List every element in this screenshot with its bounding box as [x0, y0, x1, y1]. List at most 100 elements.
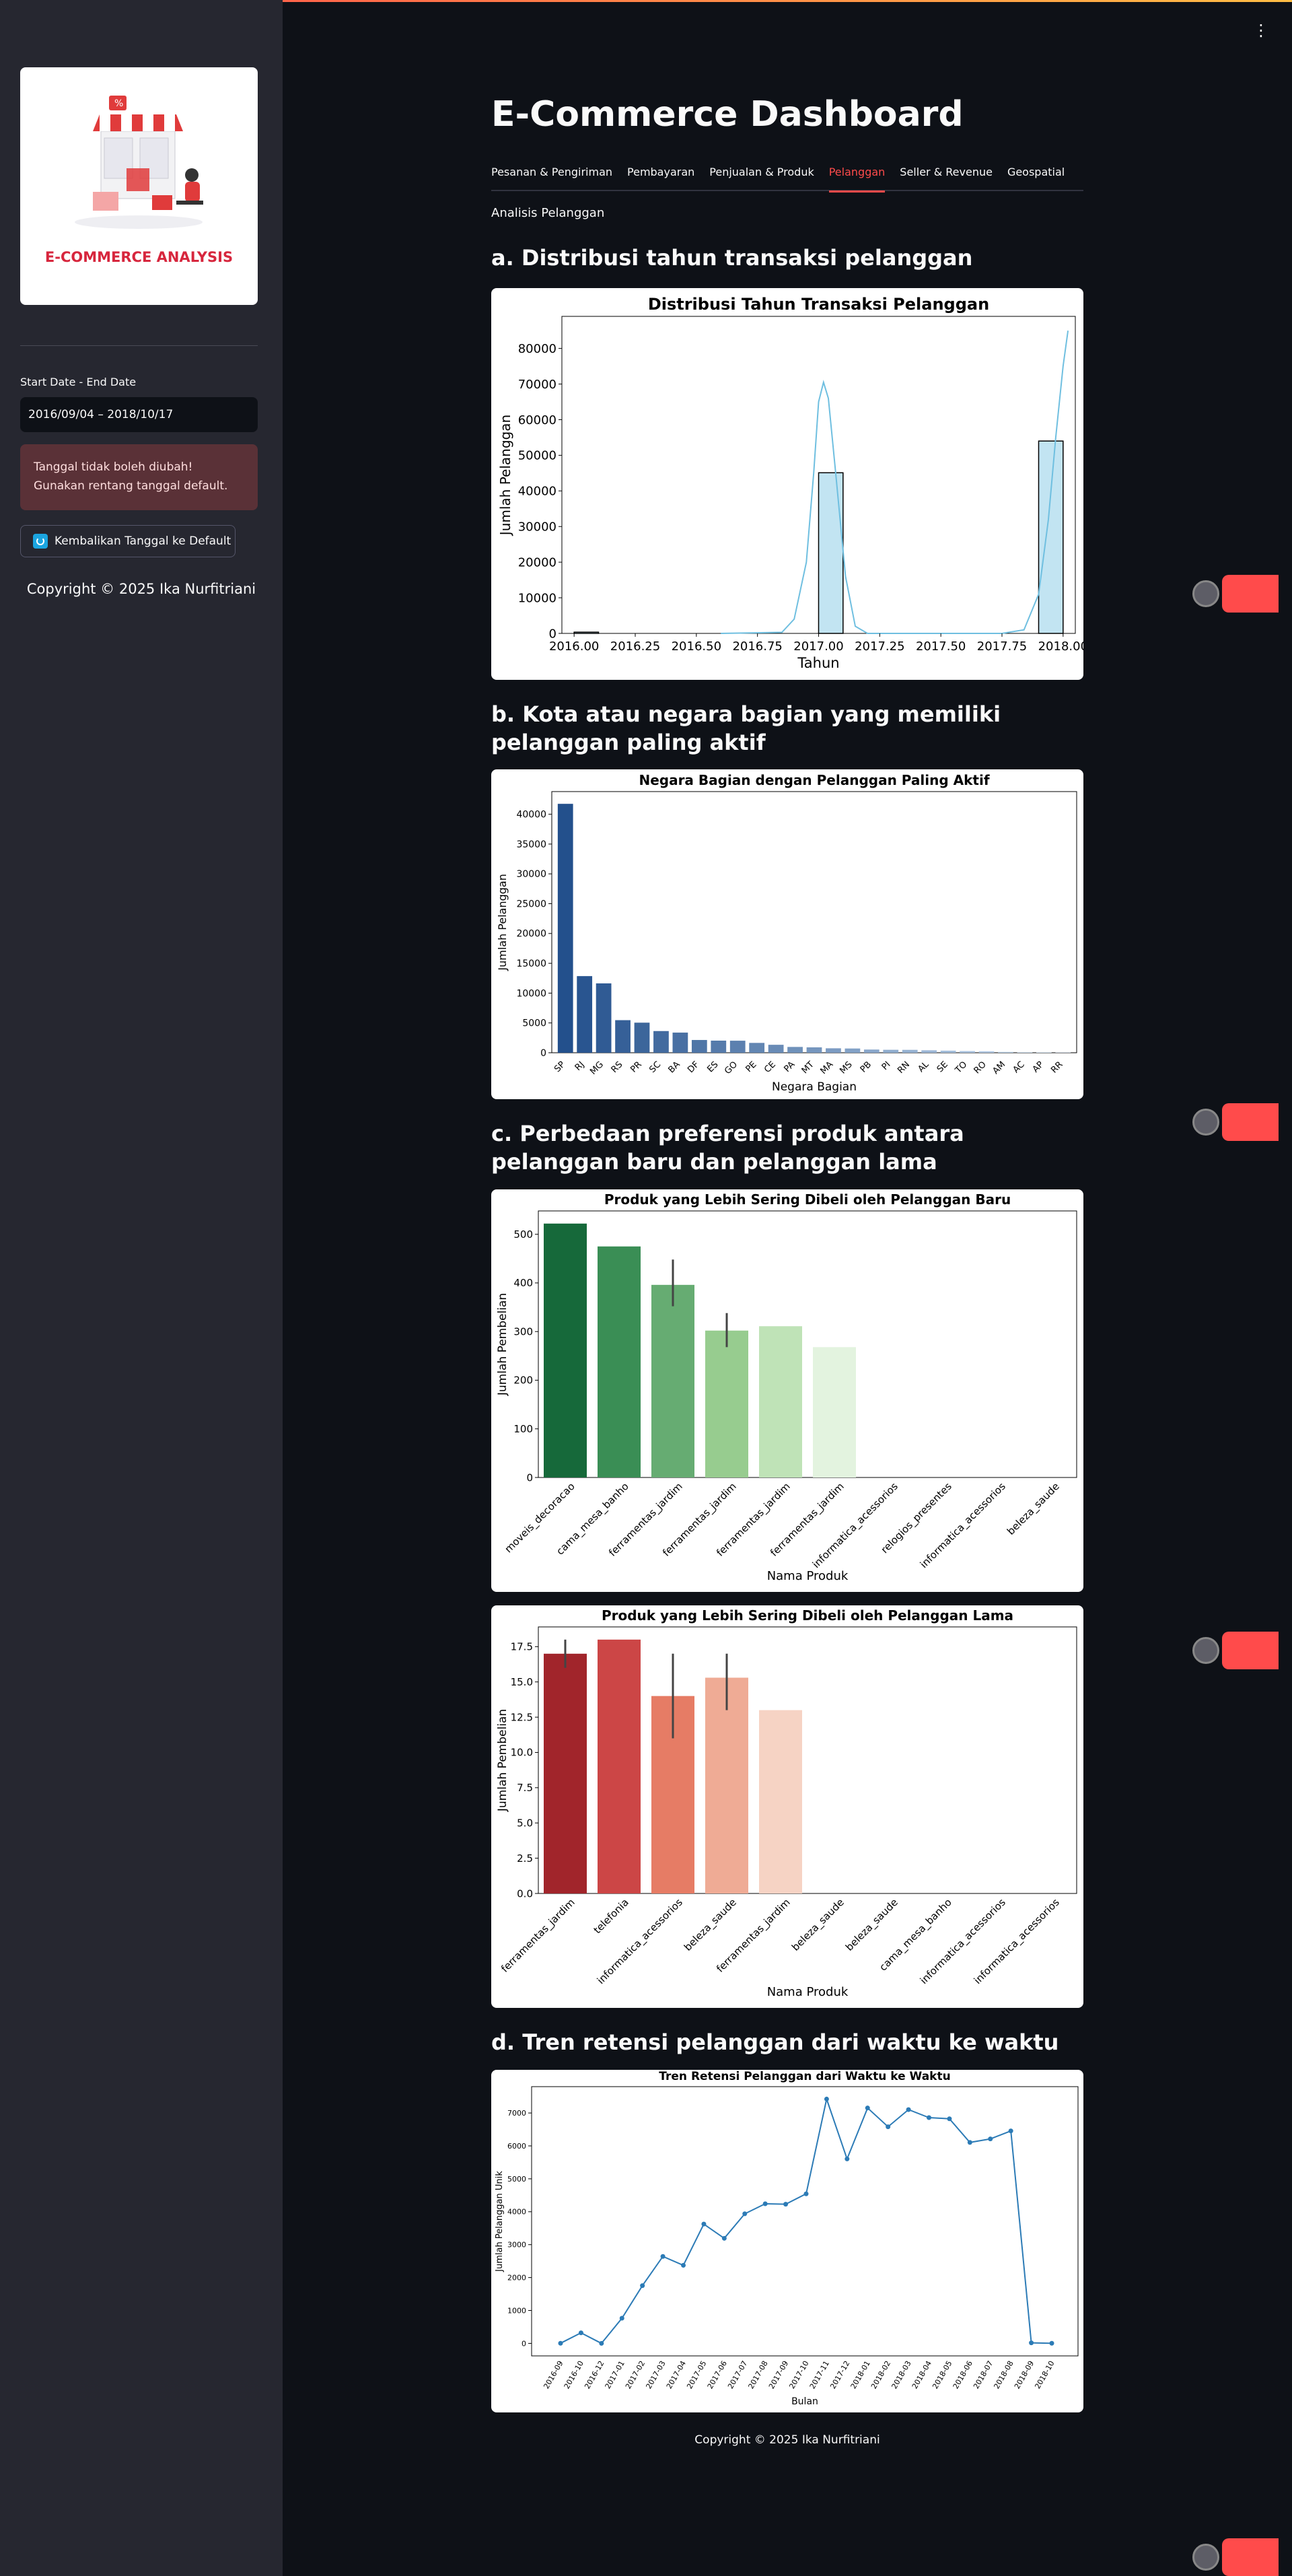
y-tick-label: 500 [513, 1228, 533, 1241]
product-bar [705, 1677, 748, 1893]
reset-date-button-label: Kembalikan Tanggal ke Default [55, 534, 231, 548]
top-decoration-bar [0, 0, 1292, 2]
chart-title: Distribusi Tahun Transaksi Pelanggan [648, 295, 989, 314]
x-tick-label: 2018-01 [849, 2359, 872, 2390]
y-tick-label: 20000 [518, 555, 557, 569]
y-tick-label: 15.0 [511, 1676, 533, 1688]
kde-line [721, 330, 1069, 634]
product-bar [759, 1710, 802, 1893]
floating-widget[interactable] [1192, 575, 1279, 613]
avatar[interactable] [1192, 1637, 1219, 1664]
floating-widget[interactable] [1192, 1103, 1279, 1141]
y-tick-label: 5000 [522, 1018, 546, 1029]
y-tick-label: 25000 [516, 899, 546, 909]
x-tick-label: MS [838, 1059, 854, 1076]
retention-line [560, 2096, 1052, 2344]
tab-subheader: Analisis Pelanggan [491, 206, 605, 220]
x-tick-label: 2018.00 [1038, 639, 1083, 654]
svg-text:%: % [114, 98, 123, 109]
y-tick-label: 60000 [518, 413, 557, 427]
plot-frame [531, 2086, 1079, 2357]
tab-pembayaran[interactable]: Pembayaran [627, 166, 695, 178]
histogram-bar [818, 472, 844, 634]
x-tick-label: PI [880, 1059, 893, 1072]
x-tick-label: GO [723, 1059, 740, 1076]
floating-widget[interactable] [1192, 2538, 1279, 2576]
x-tick-label: 2017-10 [787, 2359, 810, 2390]
tab-geospatial[interactable]: Geospatial [1007, 166, 1065, 178]
y-tick-label: 6000 [507, 2142, 526, 2151]
retention-point [927, 2115, 931, 2120]
crown-icon[interactable] [1222, 2538, 1279, 2576]
avatar[interactable] [1192, 1109, 1219, 1136]
retention-point [824, 2096, 829, 2101]
y-axis-label: Jumlah Pembelian [496, 1293, 509, 1396]
tab-seller[interactable]: Seller & Revenue [900, 166, 993, 178]
x-tick-label: ferramentas_jardim [499, 1896, 577, 1975]
x-tick-label: AL [916, 1059, 931, 1075]
state-bar [615, 1020, 631, 1053]
x-tick-label: RJ [573, 1059, 587, 1073]
y-tick-label: 10.0 [511, 1747, 533, 1759]
x-tick-label: RN [896, 1059, 912, 1076]
logo-card: % E-COMMERCE ANALYSIS [20, 67, 258, 305]
y-tick-label: 30000 [518, 520, 557, 534]
retention-point [701, 2221, 707, 2227]
x-tick-label: RR [1049, 1059, 1065, 1075]
x-tick-label: PR [629, 1059, 644, 1075]
retention-point [599, 2340, 604, 2346]
chart-title: Negara Bagian dengan Pelanggan Paling Ak… [639, 772, 989, 788]
state-bar [806, 1047, 822, 1053]
tab-pesanan[interactable]: Pesanan & Pengiriman [491, 166, 613, 178]
x-tick-label: DF [686, 1059, 701, 1075]
x-tick-label: ES [705, 1059, 720, 1074]
x-tick-label: 2017-01 [604, 2359, 626, 2390]
avatar[interactable] [1192, 2544, 1219, 2571]
x-axis-label: Nama Produk [767, 1569, 849, 1583]
x-tick-label: SC [647, 1059, 663, 1075]
y-tick-label: 20000 [516, 929, 546, 940]
x-tick-label: 2018-09 [1013, 2359, 1036, 2390]
y-axis-label: Jumlah Pembelian [496, 1709, 509, 1812]
y-tick-label: 2.5 [517, 1852, 533, 1865]
x-tick-label: SP [552, 1059, 567, 1074]
date-range-input[interactable]: 2016/09/04 – 2018/10/17 [20, 397, 258, 432]
y-axis-label: Jumlah Pelanggan [497, 415, 513, 536]
retention-point [1008, 2128, 1013, 2134]
x-tick-label: 2017-04 [665, 2359, 688, 2390]
y-tick-label: 50000 [518, 449, 557, 463]
chart-card-new: Produk yang Lebih Sering Dibeli oleh Pel… [491, 1189, 1083, 1592]
x-tick-label: AP [1031, 1059, 1046, 1075]
avatar[interactable] [1192, 580, 1219, 607]
product-bar [544, 1653, 587, 1893]
state-bar [902, 1049, 918, 1053]
tab-penjualan[interactable]: Penjualan & Produk [709, 166, 814, 178]
x-tick-label: 2018-04 [910, 2359, 933, 2390]
y-tick-label: 5.0 [517, 1817, 533, 1829]
main-menu-icon[interactable]: ⋮ [1253, 21, 1269, 40]
crown-icon[interactable] [1222, 575, 1279, 613]
chart-old: Produk yang Lebih Sering Dibeli oleh Pel… [496, 1607, 1077, 1999]
y-tick-label: 12.5 [511, 1711, 533, 1723]
x-tick-label: beleza_saude [682, 1896, 740, 1954]
warning-alert: Tanggal tidak boleh diubah! Gunakan rent… [20, 444, 258, 510]
state-bar [749, 1043, 765, 1053]
x-tick-label: 2018-08 [993, 2359, 1015, 2390]
reset-date-button[interactable]: Kembalikan Tanggal ke Default [20, 525, 236, 557]
tab-pelanggan[interactable]: Pelanggan [828, 160, 885, 193]
x-tick-label: 2018-02 [869, 2359, 892, 2390]
retention-point [742, 2211, 748, 2217]
y-tick-label: 30000 [516, 869, 546, 880]
crown-icon[interactable] [1222, 1103, 1279, 1141]
retention-point [906, 2107, 911, 2112]
retention-point [803, 2191, 809, 2196]
y-tick-label: 1000 [507, 2306, 526, 2315]
crown-icon[interactable] [1222, 1632, 1279, 1669]
state-bar [978, 1051, 995, 1053]
retention-point [558, 2340, 563, 2346]
chart-new: Produk yang Lebih Sering Dibeli oleh Pel… [496, 1191, 1077, 1583]
floating-widget[interactable] [1192, 1632, 1279, 1669]
state-bar [921, 1050, 937, 1053]
footer-copyright: Copyright © 2025 Ika Nurfitriani [694, 2433, 880, 2447]
product-bar [598, 1639, 641, 1893]
